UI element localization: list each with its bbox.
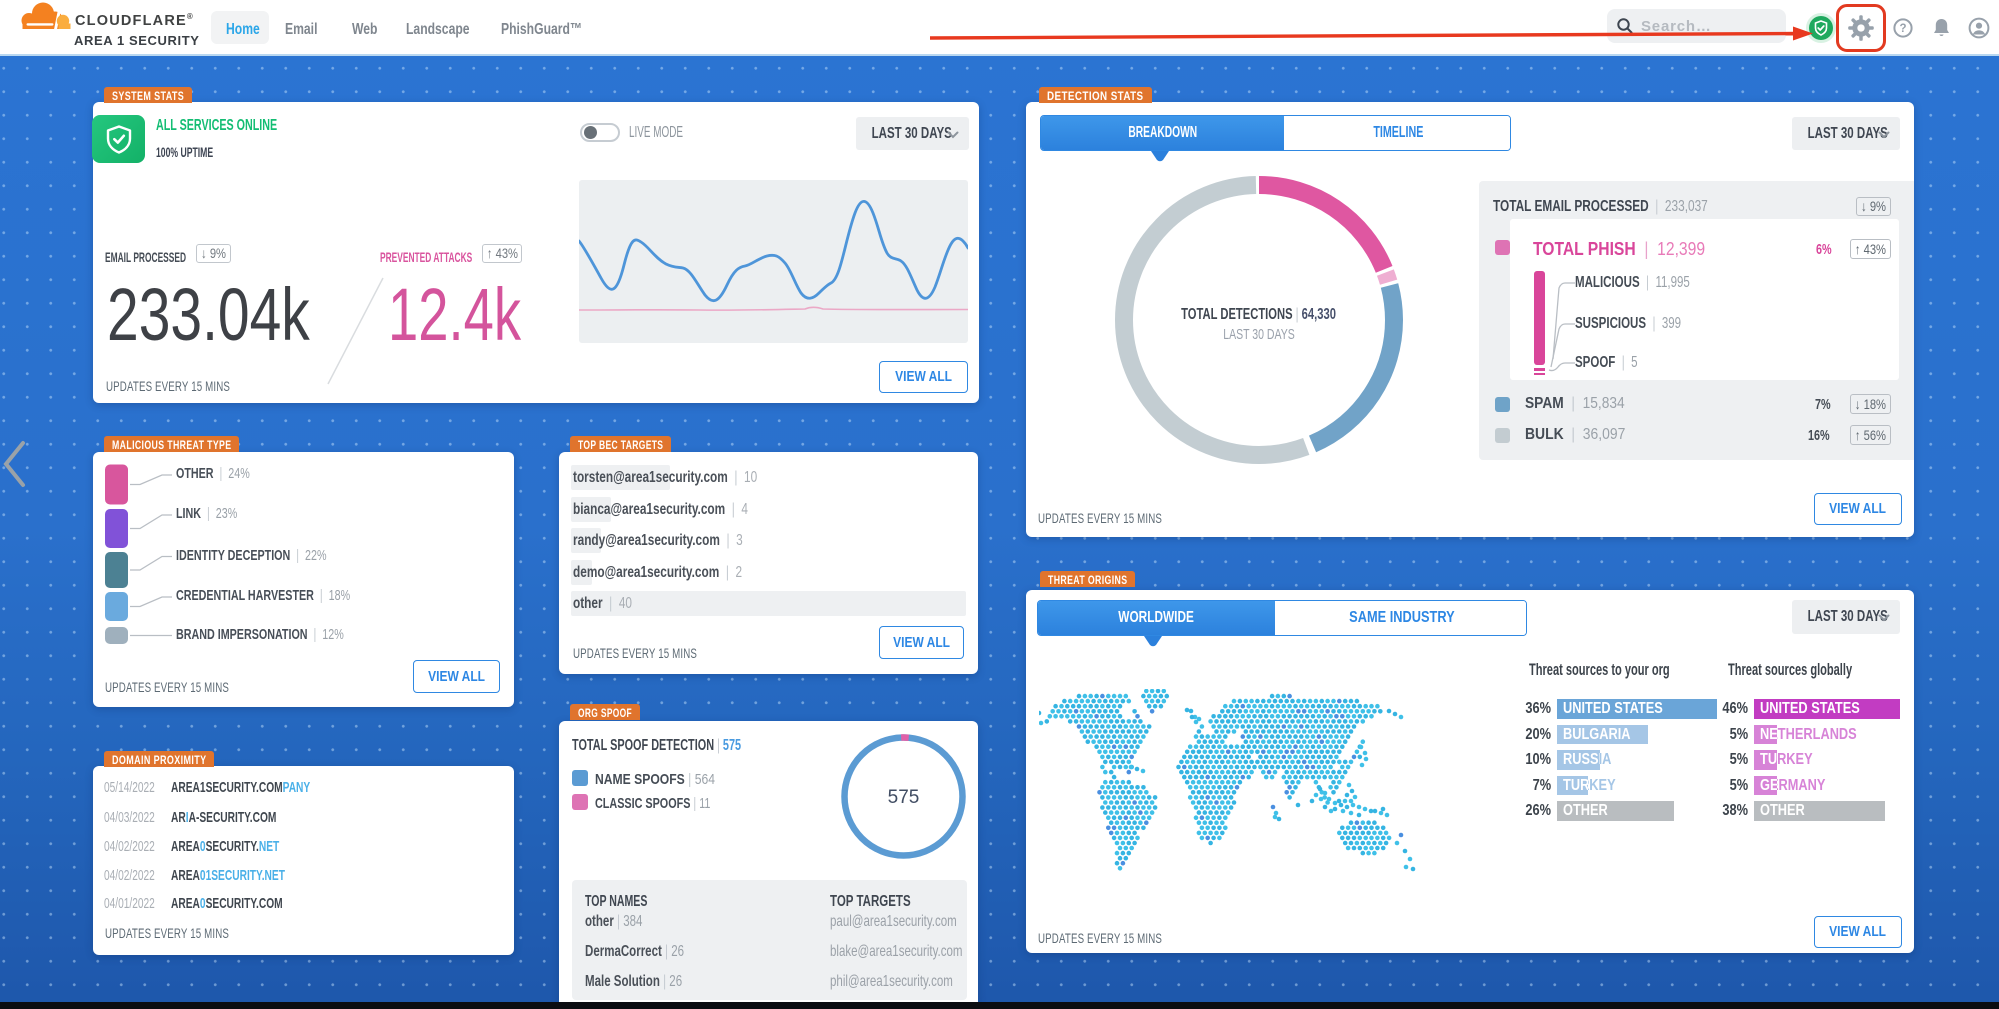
svg-text:575: 575 xyxy=(888,787,920,808)
svg-text:?: ? xyxy=(1899,23,1906,35)
